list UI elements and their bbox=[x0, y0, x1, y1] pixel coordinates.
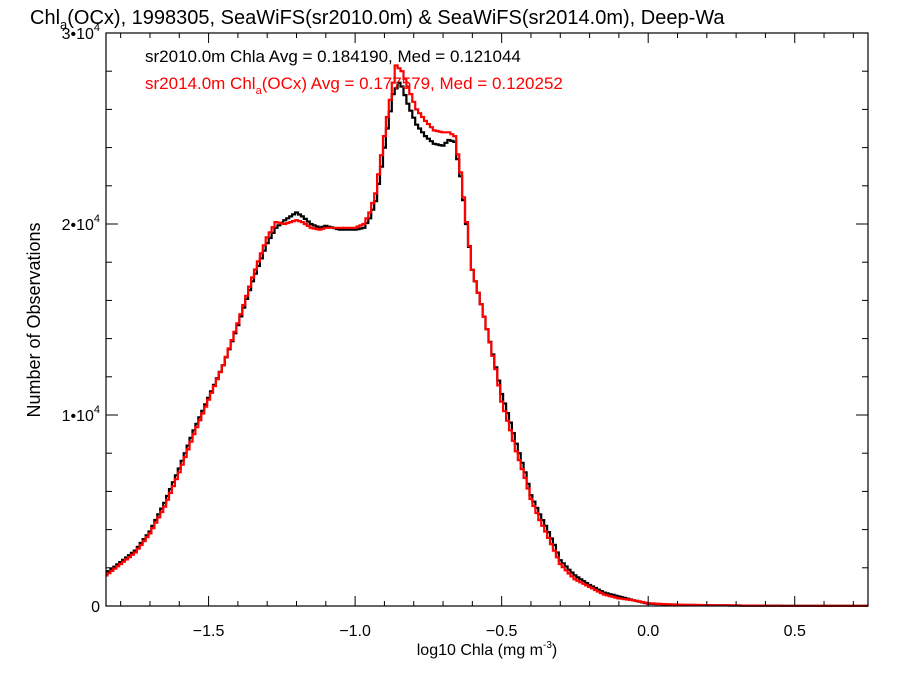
y-tick-label-exponent: 4 bbox=[94, 22, 100, 34]
stats-annotation-pre: sr2010.0m Chla Avg = 0.184190, Med = 0.1… bbox=[145, 47, 521, 66]
chart-title-prefix: Chl bbox=[30, 7, 60, 29]
x-tick-label: 0.0 bbox=[637, 623, 659, 640]
plot-area: −1.5 −1.0 −0.5 0.0 0.501•1042•1043•104sr2010… bbox=[62, 22, 869, 640]
x-axis-label-close: ) bbox=[552, 642, 557, 659]
y-tick-label-exponent: 4 bbox=[94, 213, 100, 225]
chart-title: Chla(OCx), 1998305, SeaWiFS(sr2010.0m) &… bbox=[30, 7, 725, 32]
x-tick-label: 0.5 bbox=[784, 623, 806, 640]
series-line-1 bbox=[106, 64, 868, 607]
stats-annotation-sub: a bbox=[256, 85, 263, 97]
x-tick-label: −1.5 bbox=[193, 623, 225, 640]
y-tick-label-base: 2•10 bbox=[62, 217, 94, 234]
stats-annotation-pre: sr2014.0m Chl bbox=[145, 74, 256, 93]
y-axis-label: Number of Observations bbox=[24, 222, 44, 417]
y-tick-label: 1•104 bbox=[62, 404, 100, 425]
x-axis-label-main: log10 Chla (mg m bbox=[417, 642, 543, 659]
y-tick-label-base: 0 bbox=[91, 599, 100, 616]
x-tick-label: −0.5 bbox=[486, 623, 518, 640]
chart-title-rest: (OCx), 1998305, SeaWiFS(sr2010.0m) & Sea… bbox=[67, 7, 725, 29]
y-tick-label: 3•104 bbox=[62, 22, 100, 43]
stats-annotation-post: (OCx) Avg = 0.177579, Med = 0.120252 bbox=[262, 74, 563, 93]
y-tick-label: 2•104 bbox=[62, 213, 100, 234]
x-tick-label: −1.0 bbox=[339, 623, 371, 640]
x-axis-label-superscript: -3 bbox=[543, 640, 552, 651]
y-tick-label-base: 3•10 bbox=[62, 26, 94, 43]
stats-annotation-1: sr2014.0m Chla(OCx) Avg = 0.177579, Med … bbox=[145, 74, 563, 97]
y-tick-label: 0 bbox=[91, 599, 100, 616]
y-tick-label-base: 1•10 bbox=[62, 408, 94, 425]
plot-frame bbox=[105, 32, 869, 607]
chart-title-subscript: a bbox=[60, 17, 68, 32]
y-tick-label-exponent: 4 bbox=[94, 404, 100, 416]
stats-annotation-0: sr2010.0m Chla Avg = 0.184190, Med = 0.1… bbox=[145, 47, 521, 66]
x-axis-label: log10 Chla (mg m-3) bbox=[417, 640, 558, 659]
series-line-0 bbox=[106, 81, 868, 607]
